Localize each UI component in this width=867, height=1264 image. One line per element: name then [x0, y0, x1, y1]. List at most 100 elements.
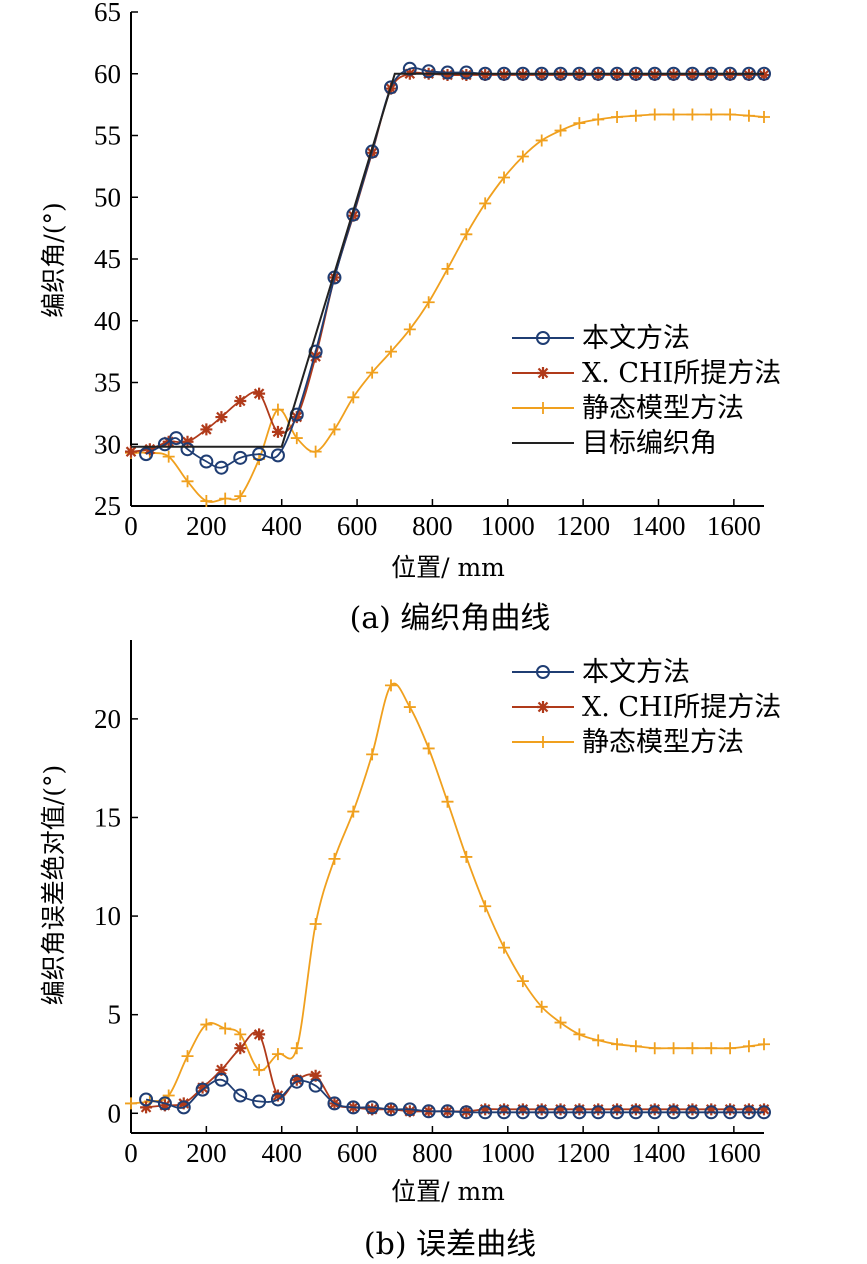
data-point [199, 454, 214, 469]
data-point [628, 1105, 643, 1120]
data-point [705, 1042, 718, 1055]
data-point [610, 1105, 625, 1120]
x-tick-label: 0 [124, 511, 138, 541]
y-axis-label-b: 编织角误差绝对值/(°) [39, 765, 68, 1005]
data-point [309, 445, 322, 458]
data-point [686, 1103, 699, 1116]
data-point [234, 395, 247, 408]
data-point [214, 1072, 229, 1087]
data-point [516, 1103, 529, 1116]
data-point [686, 68, 699, 81]
data-point [309, 350, 322, 363]
series-group-b [125, 679, 771, 1120]
data-point [724, 1103, 737, 1116]
data-point [219, 1022, 232, 1035]
data-point [758, 68, 770, 81]
data-point [422, 742, 435, 755]
data-point [611, 110, 624, 123]
data-point [402, 61, 417, 76]
data-point [758, 110, 770, 123]
data-point [253, 1028, 266, 1041]
data-point [403, 1105, 416, 1118]
data-point [498, 171, 511, 184]
x-tick-label: 200 [186, 1138, 227, 1168]
x-tick-label: 1400 [632, 511, 686, 541]
data-point [667, 108, 680, 121]
x-tick-label: 1200 [556, 511, 610, 541]
data-point [742, 1040, 755, 1053]
legend-label: 静态模型方法 [582, 727, 744, 758]
legend-label: 本文方法 [582, 323, 690, 354]
legend-marker [536, 665, 550, 679]
data-point [157, 1096, 172, 1111]
data-point [758, 1038, 770, 1051]
data-point [366, 748, 379, 761]
data-point [704, 1105, 719, 1120]
data-point [271, 1089, 284, 1102]
x-tick-label: 1600 [707, 511, 761, 541]
data-point [686, 108, 699, 121]
data-point [460, 850, 473, 863]
data-point [403, 701, 416, 714]
data-point [233, 1088, 248, 1103]
data-point [573, 117, 586, 130]
data-point [629, 68, 642, 81]
caption-b: (b) 误差曲线 [364, 1227, 536, 1262]
x-axis-label-b: 位置/ mm [391, 1177, 505, 1206]
data-point [328, 852, 341, 865]
data-point [196, 1081, 209, 1094]
legend-label: X. CHI所提方法 [582, 358, 781, 389]
data-point [181, 435, 194, 448]
data-point [309, 1069, 322, 1082]
y-tick-label: 40 [94, 306, 121, 336]
data-point [215, 411, 228, 424]
legend-label: 静态模型方法 [582, 393, 744, 424]
data-point [742, 109, 755, 122]
data-point [234, 490, 247, 503]
y-tick-label: 45 [94, 244, 121, 274]
data-point [290, 1042, 303, 1055]
data-point [705, 68, 718, 81]
data-point [459, 1105, 474, 1120]
data-point [383, 80, 398, 95]
y-tick-label: 65 [94, 0, 121, 27]
data-point [667, 1103, 680, 1116]
chart-panel-a: 0 200 400 600 800 1000 1200 1400 1600 25 30 35 40 45 5… [39, 0, 781, 636]
data-point [271, 403, 284, 416]
data-point [685, 1105, 700, 1120]
series-line [145, 1031, 764, 1113]
data-point [252, 1094, 267, 1109]
x-tick-label: 0 [124, 1138, 138, 1168]
data-point [180, 442, 195, 457]
legend-label: X. CHI所提方法 [582, 692, 781, 723]
data-point [421, 64, 436, 79]
tick-group-a: 0 200 400 600 800 1000 1200 1400 1600 25 30 35 40 45 5… [94, 0, 761, 541]
data-point [705, 1103, 718, 1116]
data-point [158, 1099, 171, 1112]
data-point [215, 1063, 228, 1076]
data-point [573, 1028, 586, 1041]
legend-marker [537, 736, 549, 748]
data-point [515, 1105, 530, 1120]
data-point [516, 150, 529, 163]
data-point [253, 387, 266, 400]
data-point [573, 1103, 586, 1116]
legend-marker [537, 701, 549, 713]
data-point [384, 345, 397, 358]
data-point [758, 1103, 770, 1116]
data-point [459, 65, 474, 80]
caption-a: (a) 编织角曲线 [350, 601, 551, 636]
data-point [290, 432, 303, 445]
data-point [479, 900, 492, 913]
data-point [403, 323, 416, 336]
data-point [139, 447, 154, 462]
data-point [347, 805, 360, 818]
data-point [535, 134, 548, 147]
data-point [139, 1092, 154, 1107]
y-tick-label: 5 [108, 1000, 122, 1030]
data-point [553, 1105, 568, 1120]
data-point [271, 1048, 284, 1061]
data-point [705, 108, 718, 121]
